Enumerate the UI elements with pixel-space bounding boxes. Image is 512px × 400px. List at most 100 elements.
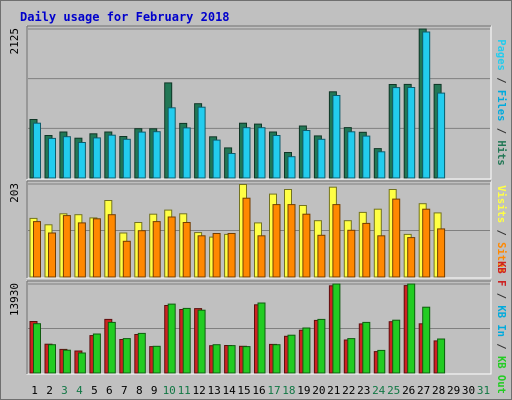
bar-sites-day-6 xyxy=(107,214,116,278)
bar-sites-day-23 xyxy=(362,222,371,278)
day-label: 4 xyxy=(76,384,83,397)
bar-files-day-25 xyxy=(392,87,401,179)
bar-sites-day-3 xyxy=(62,215,71,278)
panel-max-label: 2125 xyxy=(8,28,21,55)
bar-files-day-6 xyxy=(107,134,116,179)
bar-kb-out-day-14 xyxy=(227,345,236,374)
bar-files-day-4 xyxy=(77,142,86,179)
bar-sites-day-7 xyxy=(122,240,131,278)
bar-files-day-20 xyxy=(317,138,326,179)
day-label: 5 xyxy=(91,384,98,397)
bar-kb-out-day-2 xyxy=(48,344,56,374)
bar-sites-day-15 xyxy=(242,197,251,278)
bar-kb-out-day-12 xyxy=(197,309,206,374)
legend-entry: KB Out xyxy=(495,356,507,394)
bar-files-day-3 xyxy=(62,136,71,179)
bar-sites-day-26 xyxy=(407,237,416,278)
bar-files-day-28 xyxy=(437,92,446,179)
bar-sites-day-5 xyxy=(92,218,101,278)
day-label: 9 xyxy=(151,384,158,397)
bar-kb-out-day-11 xyxy=(182,307,191,374)
panel-kb-out-in: 13930 KB F / KB In / KB Out xyxy=(8,261,507,394)
day-label: 29 xyxy=(447,384,460,397)
bar-sites-day-20 xyxy=(317,234,326,278)
bar-kb-out-day-24 xyxy=(377,349,386,374)
bar-kb-out-day-8 xyxy=(137,332,146,374)
day-label: 17 xyxy=(267,384,280,397)
legend-entry: Pages xyxy=(495,39,507,71)
bar-files-day-2 xyxy=(48,137,56,179)
legend-entry: Files xyxy=(495,90,507,122)
bar-kb-out-day-21 xyxy=(332,283,341,374)
bar-kb-out-day-18 xyxy=(287,334,296,374)
day-label: 26 xyxy=(402,384,415,397)
day-label: 24 xyxy=(372,384,386,397)
bar-sites-day-13 xyxy=(212,233,221,278)
bar-sites-day-14 xyxy=(227,233,236,278)
bar-sites-day-22 xyxy=(347,229,356,278)
day-label: 27 xyxy=(417,384,430,397)
bar-files-day-27 xyxy=(422,31,431,179)
bar-files-day-16 xyxy=(257,127,266,179)
bar-kb-out-day-9 xyxy=(152,345,161,374)
bar-sites-day-27 xyxy=(422,208,431,278)
day-label: 10 xyxy=(163,384,176,397)
bar-kb-out-day-17 xyxy=(272,344,281,374)
bar-files-day-11 xyxy=(182,127,191,179)
panel-side-legend: Visits / Sites xyxy=(495,185,507,274)
bar-sites-day-19 xyxy=(302,213,311,278)
bar-kb-out-day-5 xyxy=(92,333,101,374)
bar-kb-out-day-19 xyxy=(302,327,311,374)
day-label: 15 xyxy=(237,384,250,397)
day-label: 2 xyxy=(46,384,53,397)
legend-entry: Sites xyxy=(495,242,507,274)
bar-files-day-9 xyxy=(152,131,161,179)
day-label: 20 xyxy=(312,384,325,397)
bar-files-day-13 xyxy=(212,139,221,179)
bar-sites-day-1 xyxy=(33,221,41,278)
bar-sites-day-11 xyxy=(182,222,191,278)
bar-kb-out-day-4 xyxy=(77,352,86,374)
day-label: 3 xyxy=(61,384,68,397)
day-label: 11 xyxy=(178,384,191,397)
bar-kb-out-day-6 xyxy=(107,321,116,374)
bar-files-day-8 xyxy=(137,131,146,179)
day-label: 13 xyxy=(207,384,220,397)
bar-kb-out-day-28 xyxy=(437,338,446,374)
legend-entry: / xyxy=(495,71,507,90)
bar-kb-out-day-23 xyxy=(362,321,371,374)
bar-kb-out-day-22 xyxy=(347,338,356,374)
day-label: 28 xyxy=(432,384,445,397)
legend-entry: / xyxy=(495,223,507,242)
bar-kb-out-day-26 xyxy=(407,283,416,374)
day-label: 8 xyxy=(136,384,143,397)
panel-side-legend: KB F / KB In / KB Out xyxy=(495,261,507,394)
bar-sites-day-17 xyxy=(272,204,281,278)
day-label: 25 xyxy=(387,384,400,397)
bar-sites-day-9 xyxy=(152,221,161,278)
bar-files-day-18 xyxy=(287,156,296,179)
legend-entry: / xyxy=(495,121,507,140)
panel-max-label: 203 xyxy=(8,183,21,203)
day-label: 12 xyxy=(192,384,205,397)
bar-files-day-14 xyxy=(227,153,236,179)
bar-files-day-5 xyxy=(92,137,101,179)
panel-max-label: 13930 xyxy=(8,283,21,316)
day-label: 31 xyxy=(477,384,490,397)
day-label: 6 xyxy=(106,384,113,397)
day-label: 14 xyxy=(222,384,236,397)
bar-kb-out-day-15 xyxy=(242,346,251,374)
bar-sites-day-4 xyxy=(77,222,86,278)
day-label: 22 xyxy=(342,384,355,397)
day-label: 1 xyxy=(31,384,38,397)
bar-files-day-15 xyxy=(242,127,251,179)
bar-files-day-23 xyxy=(362,135,371,179)
bar-kb-out-day-13 xyxy=(212,344,221,374)
bar-sites-day-21 xyxy=(332,204,341,278)
day-label: 19 xyxy=(297,384,310,397)
bar-kb-out-day-20 xyxy=(317,318,326,374)
bar-files-day-21 xyxy=(332,95,341,179)
bar-files-day-1 xyxy=(33,122,41,179)
panel-hits-files-pages: 2125 Pages / Files / Hits xyxy=(8,25,507,180)
